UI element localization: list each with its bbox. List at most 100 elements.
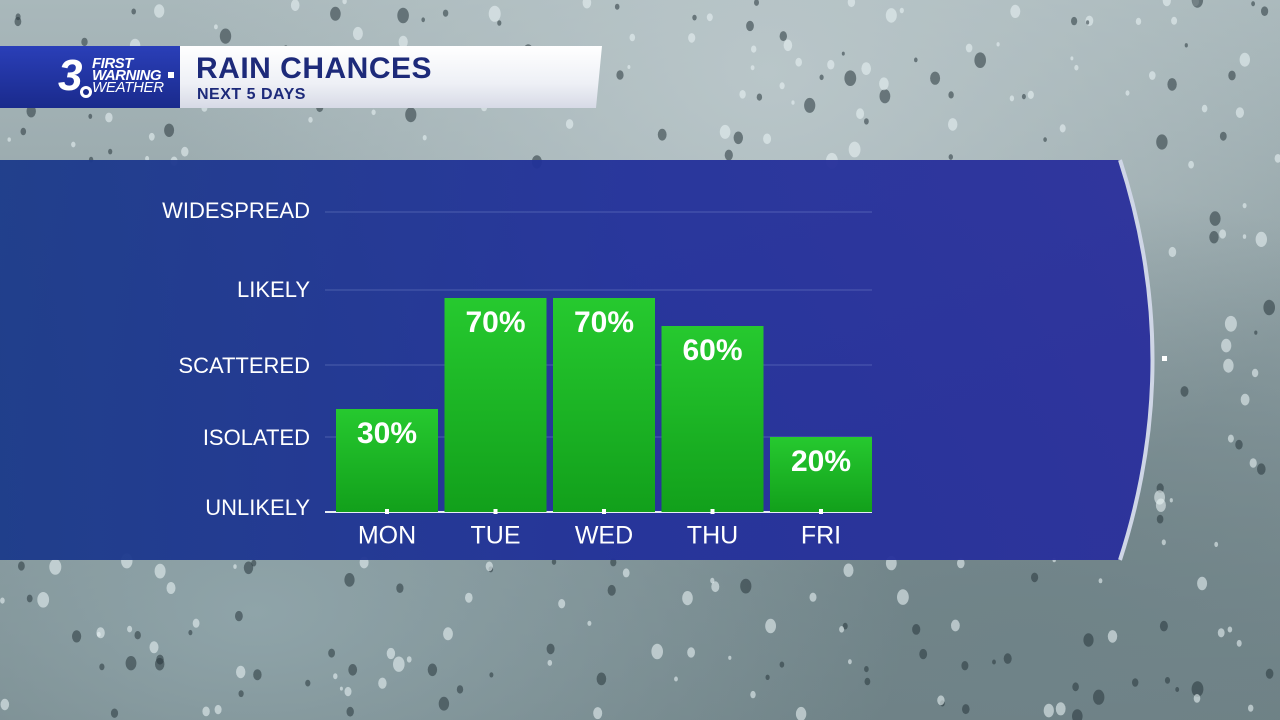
- raindrop: [930, 71, 941, 85]
- raindrop: [1003, 653, 1012, 664]
- raindrop: [442, 9, 449, 17]
- raindrop: [1274, 154, 1280, 163]
- raindrop: [795, 57, 802, 67]
- raindrop: [622, 568, 630, 578]
- raindrop: [1209, 231, 1219, 244]
- raindrop: [1156, 134, 1168, 150]
- raindrop: [344, 686, 352, 697]
- raindrop: [992, 659, 996, 665]
- raindrop: [864, 666, 869, 673]
- raindrop: [1009, 95, 1015, 102]
- raindrop: [398, 35, 408, 49]
- raindrop: [465, 592, 473, 603]
- raindrop: [629, 33, 636, 42]
- raindrop: [706, 13, 713, 22]
- raindrop: [1201, 104, 1208, 113]
- raindrop: [243, 561, 254, 575]
- raindrop: [610, 558, 617, 567]
- raindrop: [779, 82, 785, 90]
- raindrop: [305, 679, 311, 687]
- bar-mon: [336, 409, 438, 512]
- raindrop: [188, 629, 193, 636]
- raindrop: [750, 65, 755, 71]
- raindrop: [352, 26, 363, 41]
- raindrop: [238, 690, 244, 698]
- raindrop: [14, 16, 22, 27]
- raindrop: [1257, 463, 1266, 475]
- raindrop: [1072, 682, 1079, 692]
- raindrop: [214, 704, 222, 715]
- raindrop: [219, 28, 232, 44]
- raindrop: [914, 57, 918, 63]
- raindrop: [1010, 4, 1021, 19]
- raindrop: [1072, 709, 1083, 720]
- raindrop: [1156, 514, 1164, 524]
- raindrop: [651, 643, 663, 660]
- raindrop: [427, 663, 438, 677]
- raindrop: [879, 89, 891, 104]
- raindrop: [145, 155, 150, 162]
- raindrop: [81, 37, 88, 47]
- y-tick-label: ISOLATED: [203, 425, 310, 450]
- raindrop: [841, 51, 845, 56]
- raindrop: [844, 70, 857, 86]
- raindrop: [733, 131, 743, 145]
- raindrop: [396, 583, 404, 593]
- raindrop: [96, 631, 101, 637]
- x-category-label: FRI: [801, 522, 841, 550]
- raindrop: [937, 695, 945, 706]
- bar-value-label: 70%: [465, 306, 525, 339]
- raindrop: [791, 100, 795, 105]
- raindrop: [1071, 16, 1078, 26]
- raindrop: [596, 672, 607, 686]
- bar-value-labels: 30% 70% 70% 60% 20%: [357, 306, 851, 478]
- raindrop: [339, 686, 343, 691]
- raindrop: [948, 154, 953, 160]
- raindrop: [26, 105, 36, 118]
- x-axis-labels: MON TUE WED THU FRI: [358, 522, 841, 550]
- raindrop: [253, 669, 262, 681]
- raindrop: [1083, 633, 1094, 647]
- raindrop: [1188, 160, 1194, 169]
- raindrop: [682, 591, 693, 606]
- raindrop: [843, 563, 854, 577]
- raindrop: [885, 8, 897, 23]
- raindrop: [134, 631, 141, 640]
- raindrop: [1251, 1, 1255, 7]
- raindrop: [49, 559, 62, 575]
- raindrop: [961, 661, 969, 671]
- raindrop: [847, 0, 856, 8]
- raindrop: [7, 137, 11, 142]
- bar-value-label: 30%: [357, 417, 417, 450]
- raindrop: [864, 118, 869, 125]
- raindrop: [765, 674, 770, 680]
- raindrop: [1043, 137, 1047, 143]
- raindrop: [848, 141, 861, 158]
- raindrop: [251, 559, 257, 567]
- raindrop: [422, 135, 427, 141]
- raindrop: [1239, 52, 1251, 67]
- raindrop: [26, 594, 33, 603]
- raindrop: [125, 656, 137, 671]
- raindrop: [616, 70, 624, 80]
- raindrop: [912, 624, 921, 635]
- raindrop: [108, 148, 113, 155]
- raindrop: [809, 592, 817, 602]
- raindrop: [864, 677, 871, 686]
- raindrop: [0, 698, 10, 711]
- raindrop: [1074, 64, 1079, 71]
- raindrop: [1043, 703, 1054, 718]
- raindrop: [750, 690, 756, 699]
- raindrop: [386, 647, 396, 660]
- raindrop: [1223, 358, 1234, 373]
- raindrop: [148, 132, 155, 141]
- raindrop: [421, 17, 426, 23]
- raindrop: [856, 108, 865, 120]
- raindrop: [443, 627, 453, 641]
- raindrop: [192, 618, 200, 628]
- raindrop: [1240, 393, 1250, 406]
- raindrop: [1254, 330, 1258, 335]
- raindrop: [1175, 687, 1180, 692]
- raindrop: [1217, 628, 1225, 638]
- raindrop: [996, 42, 1000, 47]
